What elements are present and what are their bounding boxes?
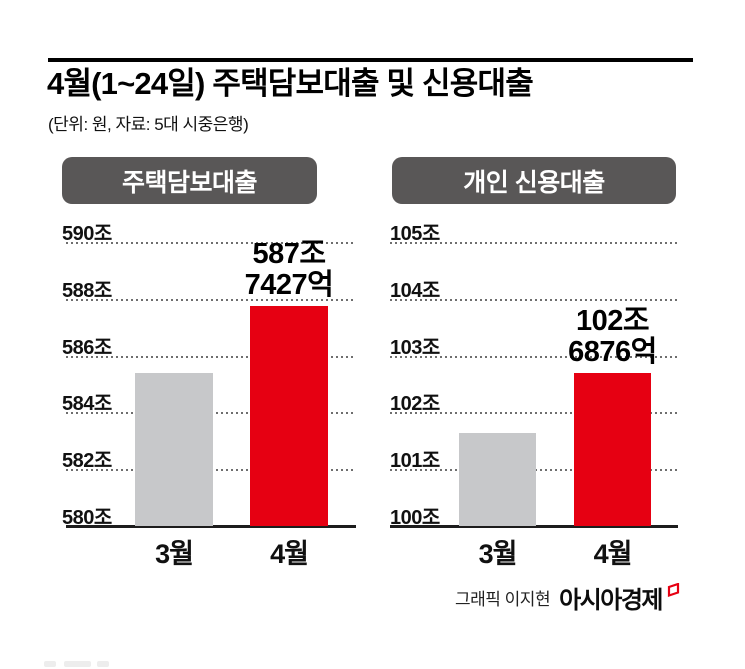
- chart-header-mortgage-loans: 주택담보대출: [62, 157, 317, 204]
- y-gridline: [390, 298, 678, 301]
- bottom-crop-artifact: [97, 661, 109, 667]
- chart-header-personal-credit-loans: 개인 신용대출: [392, 157, 676, 204]
- y-gridline: [390, 412, 678, 415]
- y-axis-tick-label: 580조: [62, 507, 112, 529]
- y-axis-tick-label: 588조: [62, 279, 112, 302]
- y-gridline: [66, 298, 356, 301]
- brand-logo-text: 아시아경제: [559, 587, 663, 614]
- x-axis-category-label: 3월: [155, 539, 194, 569]
- x-axis-category-label: 3월: [478, 539, 518, 569]
- page-title: 4월(1~24일) 주택담보대출 및 신용대출: [47, 66, 534, 101]
- bar-value-annotation: 102조 6876억: [568, 305, 657, 369]
- y-gridline: [390, 355, 678, 358]
- y-axis-tick-label: 590조: [62, 223, 112, 245]
- x-axis-baseline: [66, 525, 356, 528]
- bar-chart-mortgage-loans: 590조 588조 586조 584조 582조 580조 3월 4월 587조 7427억: [48, 220, 370, 580]
- top-divider-rule: [48, 58, 693, 62]
- y-axis-tick-label: 103조: [390, 336, 440, 359]
- y-axis-tick-label: 100조: [390, 507, 440, 529]
- bar-4월: [250, 306, 328, 526]
- y-axis-tick-label: 582조: [62, 450, 112, 473]
- y-gridline: [66, 242, 356, 244]
- y-axis-tick-label: 104조: [390, 279, 440, 302]
- y-axis-tick-label: 584조: [62, 393, 112, 416]
- bar-3월: [135, 372, 213, 526]
- x-axis-category-label: 4월: [270, 539, 309, 569]
- x-axis-baseline: [390, 525, 678, 528]
- bottom-crop-artifact: [44, 661, 56, 667]
- bar-value-annotation: 587조 7427억: [244, 238, 334, 302]
- y-gridline: [390, 242, 678, 244]
- asiae-flag-icon: [667, 583, 680, 598]
- credit-footer: 그래픽 이지현 아시아경제: [455, 580, 684, 615]
- y-axis-tick-label: 105조: [390, 223, 440, 245]
- bottom-crop-artifact: [64, 661, 91, 667]
- chart-unit-source-note: (단위: 원, 자료: 5대 시중은행): [48, 115, 249, 134]
- bar-chart-personal-credit-loans: 105조 104조 103조 102조 101조 100조 3월 4월 102조 6876억: [378, 220, 680, 580]
- graphic-credit-text: 그래픽 이지현: [455, 590, 551, 609]
- y-axis-tick-label: 102조: [390, 393, 440, 416]
- bar-4월: [574, 373, 651, 526]
- y-axis-tick-label: 586조: [62, 336, 112, 359]
- y-gridline: [66, 355, 356, 358]
- x-axis-category-label: 4월: [593, 539, 633, 569]
- y-axis-tick-label: 101조: [390, 450, 440, 473]
- bar-3월: [459, 432, 536, 526]
